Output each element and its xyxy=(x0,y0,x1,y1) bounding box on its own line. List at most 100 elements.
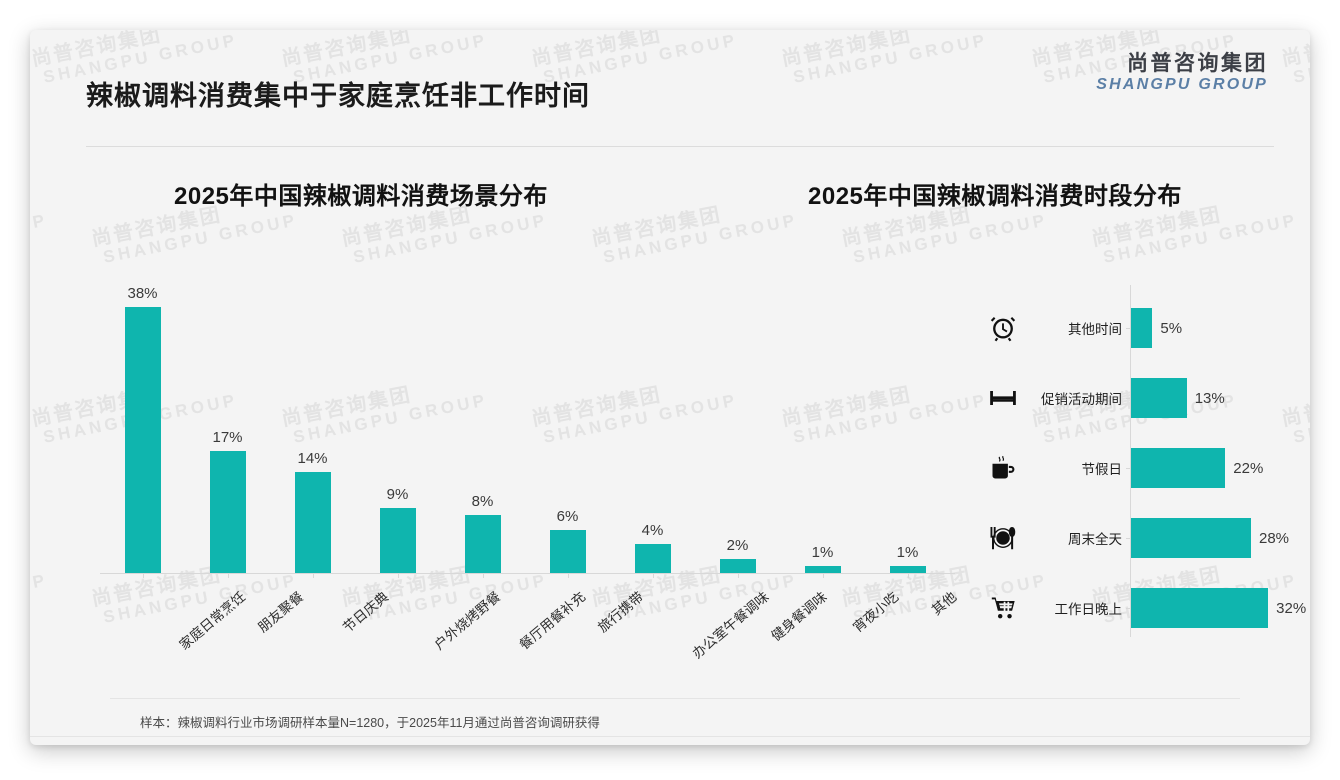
bar-value-label: 22% xyxy=(1233,459,1264,477)
category-label: 户外烧烤野餐 xyxy=(431,589,503,653)
axis-tick xyxy=(1126,398,1131,399)
axis-tick xyxy=(1126,328,1131,329)
bar[interactable] xyxy=(889,565,926,573)
timeslot-label: 促销活动期间 xyxy=(1041,392,1122,407)
bar[interactable] xyxy=(294,472,331,573)
timeslot-distribution-chart: 其他时间 5% 促销活动期间 13% 节假日 22% 周末全天 28% 工作日晚上 32% xyxy=(960,285,1306,640)
shopping-cart-icon xyxy=(986,591,1020,625)
axis-tick xyxy=(142,573,144,578)
bar[interactable] xyxy=(1131,518,1251,558)
bar[interactable] xyxy=(1131,448,1226,488)
footnote-divider xyxy=(110,698,1240,699)
axis-tick xyxy=(227,573,229,578)
sample-footnote: 样本：辣椒调料行业市场调研样本量N=1280，于2025年11月通过尚普咨询调研… xyxy=(140,716,600,730)
bar-column[interactable]: 6% xyxy=(537,285,599,573)
bar-column[interactable]: 1% xyxy=(792,285,854,573)
timeslot-row[interactable]: 其他时间 5% xyxy=(960,297,1305,359)
axis-tick xyxy=(482,573,484,578)
bar-value-label: 14% xyxy=(297,450,328,468)
bar[interactable] xyxy=(209,450,246,573)
bar[interactable] xyxy=(1131,308,1153,348)
axis-tick xyxy=(907,573,909,578)
timeslot-label: 其他时间 xyxy=(1068,322,1122,337)
bar-with-value: 22% xyxy=(1131,448,1263,488)
axis-tick xyxy=(567,573,569,578)
category-label: 办公室午餐调味 xyxy=(689,589,772,662)
bar[interactable] xyxy=(464,515,501,573)
bar-with-value: 13% xyxy=(1131,378,1225,418)
axis-tick xyxy=(312,573,314,578)
category-label: 宵夜小吃 xyxy=(849,589,901,636)
bar-column[interactable]: 17% xyxy=(197,285,259,573)
bar-column[interactable]: 14% xyxy=(282,285,344,573)
chart-title-timeslots: 2025年中国辣椒调料消费时段分布 xyxy=(808,183,1182,210)
category-label: 其他 xyxy=(928,589,959,618)
bar-value-label: 8% xyxy=(471,493,494,511)
brand-logo: 尚普咨询集团 SHANGPU GROUP xyxy=(1096,52,1268,95)
timeslot-label: 节假日 xyxy=(1081,462,1123,477)
bar[interactable] xyxy=(1131,588,1269,628)
dinner-plate-icon xyxy=(986,521,1020,555)
bar-value-label: 4% xyxy=(641,522,664,540)
category-label: 家庭日常烹饪 xyxy=(176,589,248,653)
category-label: 健身餐调味 xyxy=(767,589,830,644)
bar-column[interactable]: 38% xyxy=(112,285,174,573)
timeslot-row[interactable]: 促销活动期间 13% xyxy=(960,367,1305,429)
page-title: 辣椒调料消费集中于家庭烹饪非工作时间 xyxy=(86,81,590,111)
timeslot-row[interactable]: 节假日 22% xyxy=(960,437,1305,499)
bar-value-label: 2% xyxy=(726,536,749,554)
bar-value-label: 6% xyxy=(556,507,579,525)
bar[interactable] xyxy=(719,558,756,573)
bar[interactable] xyxy=(1131,378,1187,418)
bar[interactable] xyxy=(124,307,161,573)
vertical-bars-plot: 38% 17% 14% 9% 8% 6% 4% 2% 1% 1% xyxy=(100,285,950,573)
bar-value-label: 5% xyxy=(1160,319,1183,337)
category-label: 节日庆典 xyxy=(339,589,391,636)
bar-value-label: 1% xyxy=(811,543,834,561)
timeslot-row[interactable]: 周末全天 28% xyxy=(960,507,1305,569)
axis-tick xyxy=(1126,468,1131,469)
slide-header: 辣椒调料消费集中于家庭烹饪非工作时间 尚普咨询集团 SHANGPU GROUP xyxy=(30,30,1310,112)
timeslot-row[interactable]: 工作日晚上 32% xyxy=(960,577,1306,639)
timeslot-label: 周末全天 xyxy=(1068,532,1122,547)
bar-with-value: 28% xyxy=(1131,518,1289,558)
bar-value-label: 38% xyxy=(127,285,158,302)
bar[interactable] xyxy=(804,565,841,573)
bar[interactable] xyxy=(379,508,416,573)
timeslot-label: 工作日晚上 xyxy=(1054,602,1123,617)
bar-column[interactable]: 4% xyxy=(622,285,684,573)
vertical-chart-baseline xyxy=(100,573,955,574)
bar-value-label: 17% xyxy=(212,428,243,446)
bar-column[interactable]: 8% xyxy=(452,285,514,573)
axis-tick xyxy=(822,573,824,578)
bar-column[interactable]: 1% xyxy=(877,285,939,573)
bar-value-label: 1% xyxy=(896,543,919,561)
logo-text-cn: 尚普咨询集团 xyxy=(1127,52,1268,75)
footer-divider xyxy=(30,736,1310,737)
bar-value-label: 9% xyxy=(386,486,409,504)
bar-column[interactable]: 2% xyxy=(707,285,769,573)
axis-tick xyxy=(397,573,399,578)
bar-column[interactable]: 9% xyxy=(367,285,429,573)
alarm-clock-icon xyxy=(986,311,1020,345)
bar[interactable] xyxy=(634,544,671,573)
category-label: 餐厅用餐补充 xyxy=(516,589,588,653)
bar-with-value: 32% xyxy=(1131,588,1306,628)
coffee-mug-icon xyxy=(986,451,1020,485)
axis-tick xyxy=(737,573,739,578)
bar-value-label: 13% xyxy=(1194,389,1225,407)
bar[interactable] xyxy=(549,529,586,573)
scene-distribution-chart: 38% 17% 14% 9% 8% 6% 4% 2% 1% 1% xyxy=(75,260,955,590)
category-label: 旅行携带 xyxy=(594,589,646,636)
axis-tick xyxy=(1126,608,1131,609)
horizontal-chart-axis xyxy=(1130,285,1131,637)
logo-text-en: SHANGPU GROUP xyxy=(1096,76,1268,94)
header-divider xyxy=(86,146,1274,147)
